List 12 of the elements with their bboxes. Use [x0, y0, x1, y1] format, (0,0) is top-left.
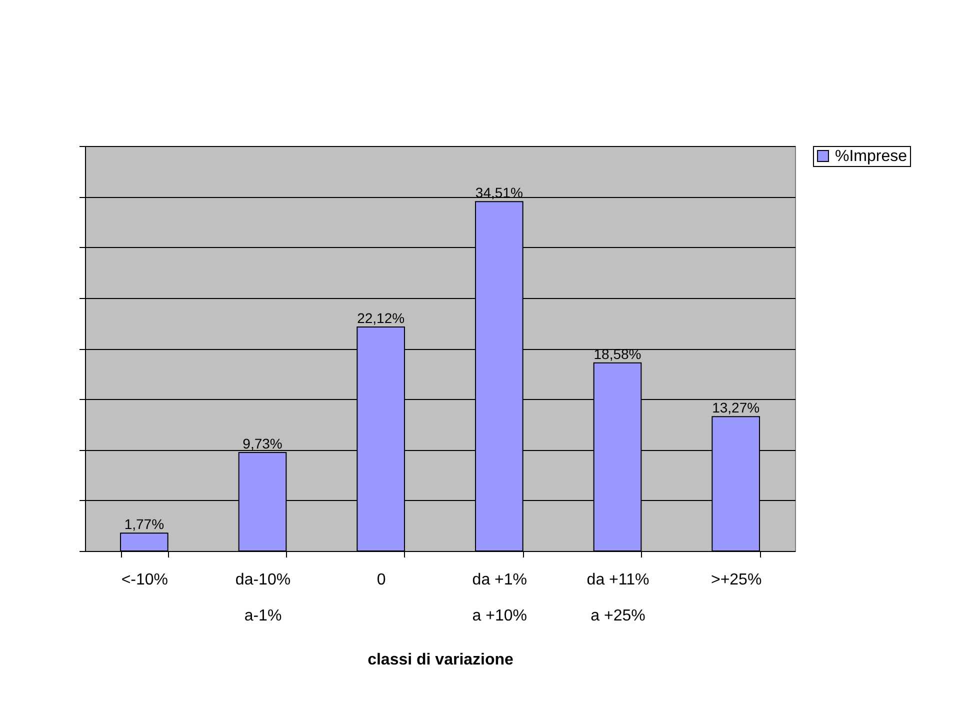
x-tick-label: da +11% a +25%	[586, 572, 650, 624]
x-tick-label: da-10% a-1%	[235, 572, 291, 624]
x-tick-label: >+25%	[710, 572, 762, 588]
data-label: 13,27%	[712, 400, 760, 416]
x-axis-title: classi di variazione	[368, 652, 514, 668]
data-label: 22,12%	[357, 310, 405, 326]
x-tick-label: da +1% a +10%	[472, 572, 528, 624]
data-label: 9,73%	[242, 435, 282, 452]
x-tick-label: <-10%	[121, 572, 168, 588]
legend-label: %Imprese	[835, 148, 908, 165]
x-tick-label: 0	[376, 572, 386, 588]
data-label: 1,77%	[124, 516, 164, 532]
